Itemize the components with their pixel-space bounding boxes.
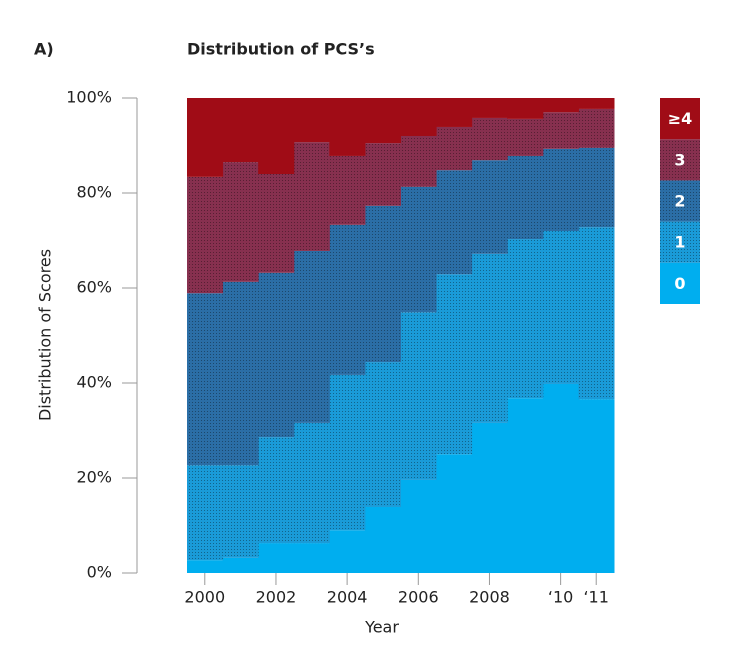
area-step (258, 98, 295, 174)
area-step (187, 176, 224, 294)
area-step (222, 465, 259, 558)
area-step (258, 174, 295, 273)
area-step (436, 126, 473, 171)
x-tick-label: 2006 (398, 588, 439, 607)
legend-label: 1 (674, 233, 685, 252)
y-tick-label: 100% (66, 88, 112, 107)
x-tick-label: 2004 (327, 588, 368, 607)
area-step (364, 143, 401, 206)
area-step (400, 312, 437, 480)
area-step (507, 98, 544, 119)
area-step (329, 224, 366, 375)
area-step (578, 147, 615, 228)
x-axis-label: Year (364, 618, 399, 637)
y-tick-label: 20% (76, 468, 112, 487)
panel-label: A) (34, 40, 54, 59)
area-step (187, 465, 224, 561)
y-tick-label: 60% (76, 278, 112, 297)
area-step (329, 374, 366, 531)
area-step (471, 422, 508, 573)
y-axis-label: Distribution of Scores (36, 249, 55, 421)
area-step (471, 117, 508, 161)
legend-label: 3 (674, 150, 685, 169)
area-step (542, 383, 579, 573)
area-step (222, 557, 259, 573)
legend-texture (660, 221, 700, 263)
area-step (222, 98, 259, 163)
area-step (258, 272, 295, 438)
area-step (222, 281, 259, 466)
area-step (364, 506, 401, 573)
x-tick-label: 2000 (184, 588, 225, 607)
area-step (400, 98, 437, 136)
x-tick-label: 2002 (256, 588, 297, 607)
x-tick-label: 2008 (469, 588, 510, 607)
area-step (187, 293, 224, 466)
area-step (187, 560, 224, 573)
area-step (436, 170, 473, 275)
area-step (578, 108, 615, 148)
y-tick-label: 0% (87, 563, 112, 582)
area-step (507, 398, 544, 573)
area-step (542, 148, 579, 231)
area-step (578, 98, 615, 109)
area-step (400, 479, 437, 573)
area-step (364, 362, 401, 507)
legend-swatch (660, 262, 700, 304)
area-step (329, 98, 366, 156)
area-step (258, 437, 295, 544)
y-tick-label: 40% (76, 373, 112, 392)
legend-texture (660, 139, 700, 181)
x-tick-label: ‘10 (548, 588, 573, 607)
area-step (436, 274, 473, 455)
area-step (222, 162, 259, 282)
legend-swatch (660, 98, 700, 140)
area-step (329, 530, 366, 573)
area-step (507, 118, 544, 156)
area-step (578, 399, 615, 573)
area-step (507, 155, 544, 240)
legend-label: 2 (674, 192, 685, 211)
legend-label: 0 (674, 274, 685, 293)
chart-title: Distribution of PCS’s (187, 40, 375, 59)
area-step (400, 186, 437, 313)
area-step (471, 253, 508, 423)
legend-texture (660, 180, 700, 222)
area-step (187, 98, 224, 177)
y-tick-label: 80% (76, 183, 112, 202)
area-step (364, 205, 401, 363)
area-step (471, 98, 508, 118)
area-step (293, 142, 330, 251)
area-step (293, 250, 330, 423)
area-step (542, 231, 579, 384)
area-step (364, 98, 401, 144)
area-step (258, 543, 295, 573)
area-step (578, 227, 615, 400)
area-step (293, 422, 330, 544)
area-step (471, 160, 508, 254)
area-step (293, 98, 330, 143)
area-step (400, 136, 437, 187)
legend-label: ≥4 (668, 109, 693, 128)
area-step (329, 155, 366, 225)
area-step (436, 454, 473, 573)
area-step (542, 98, 579, 113)
x-tick-label: ‘11 (583, 588, 608, 607)
area-step (436, 98, 473, 127)
area-step (507, 239, 544, 399)
area-step (293, 543, 330, 573)
area-step (542, 112, 579, 149)
